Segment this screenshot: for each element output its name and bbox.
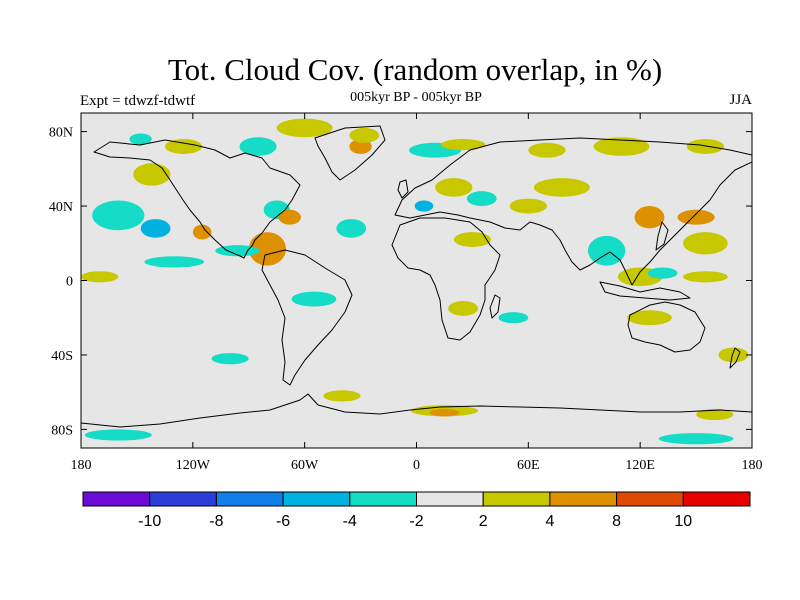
anomaly-region <box>435 178 473 197</box>
colorbar-label: 8 <box>612 513 621 530</box>
lon-tick-label: 0 <box>413 458 420 473</box>
lat-tick-label: 80S <box>51 423 73 438</box>
colorbar-swatch <box>149 491 217 507</box>
anomaly-region <box>291 291 337 307</box>
anomaly-region <box>509 198 547 214</box>
coastline-madagascar <box>489 294 501 319</box>
colorbar-label: -4 <box>343 513 357 530</box>
anomaly-region <box>278 209 301 225</box>
coastline-north-america <box>93 139 301 259</box>
colorbar-label: -2 <box>409 513 423 530</box>
anomaly-region <box>627 310 672 326</box>
coastline-antarctica <box>81 393 752 428</box>
anomaly-region <box>528 142 566 158</box>
anomaly-region <box>414 200 434 212</box>
anomaly-region <box>498 312 529 324</box>
anomaly-region <box>133 163 171 186</box>
colorbar-swatch <box>215 491 284 507</box>
anomaly-region <box>683 232 728 255</box>
colorbar-label: 10 <box>674 513 692 530</box>
map-subtitle: 005kyr BP - 005kyr BP <box>350 90 482 105</box>
axis-ticks <box>80 113 753 448</box>
colorbar-label: 4 <box>545 513 554 530</box>
anomaly-region <box>686 139 725 154</box>
colorbar-label: -8 <box>209 513 223 530</box>
anomaly-region <box>349 127 380 143</box>
colorbar-swatch <box>282 491 351 507</box>
lat-tick-label: 40S <box>51 349 73 364</box>
anomaly-region <box>448 300 479 316</box>
colorbar-label: -6 <box>276 513 290 530</box>
lat-tick-label: 80N <box>49 126 73 141</box>
map-title: Tot. Cloud Cov. (random overlap, in %) <box>167 52 663 87</box>
anomaly-region <box>81 271 119 283</box>
colorbar-swatch <box>549 491 618 507</box>
coastline-eurasia <box>394 137 752 286</box>
anomaly-region <box>239 137 277 156</box>
anomaly-region <box>647 267 678 279</box>
anomaly-region <box>140 219 171 238</box>
coastline-south-america <box>261 249 353 386</box>
anomaly-region <box>323 390 361 402</box>
lon-tick-label: 180 <box>742 458 763 473</box>
anomaly-region <box>164 139 203 154</box>
coastline-australia <box>627 301 706 353</box>
anomaly-region <box>336 219 367 238</box>
lon-tick-label: 120W <box>176 458 211 473</box>
anomaly-region <box>248 232 287 266</box>
lat-tick-label: 0 <box>66 275 73 290</box>
anomaly-region <box>587 235 626 266</box>
lon-tick-label: 60W <box>291 458 319 473</box>
anomaly-region <box>349 139 372 154</box>
anomaly-region <box>84 429 152 441</box>
anomaly-region <box>593 137 650 156</box>
lon-tick-label: 120E <box>625 458 655 473</box>
colorbar-swatch <box>482 491 551 507</box>
colorbar-swatch <box>349 491 417 507</box>
anomaly-region <box>429 408 460 417</box>
anomaly-region <box>718 347 749 363</box>
anomaly-region <box>453 232 492 247</box>
anomaly-region <box>211 353 249 365</box>
anomaly-region <box>144 256 205 268</box>
colorbar-label: -10 <box>138 513 161 530</box>
colorbar-swatch <box>616 491 684 507</box>
colorbar-label: 2 <box>479 513 488 530</box>
coastline-britain <box>397 179 409 199</box>
colorbar: -10 -8 -6 -4 -2 2 4 8 10 <box>82 491 751 530</box>
coastlines <box>81 125 752 428</box>
anomaly-region <box>129 133 152 145</box>
anomaly-region <box>696 408 734 421</box>
anomaly-field <box>81 118 749 445</box>
anomaly-region <box>533 178 590 197</box>
lon-tick-label: 180 <box>71 458 92 473</box>
coastline-new-zealand <box>729 347 741 369</box>
anomaly-region <box>677 209 715 225</box>
anomaly-region <box>658 433 734 445</box>
experiment-label: Expt = tdwzf-tdwtf <box>80 93 196 109</box>
lon-tick-label: 60E <box>517 458 540 473</box>
colorbar-swatch <box>82 491 151 507</box>
axis-tick-labels: 180 120W 60W 0 60E 120E 180 80N 40N 0 40S 80S <box>49 126 763 473</box>
anomaly-region <box>466 191 497 207</box>
anomaly-region <box>440 139 486 151</box>
anomaly-region <box>92 200 145 231</box>
coastline-greenland <box>314 125 386 181</box>
anomaly-region <box>634 206 665 229</box>
anomaly-region <box>192 224 212 240</box>
coastline-africa <box>391 217 501 341</box>
coastline-indonesia <box>599 281 691 301</box>
season-label: JJA <box>729 92 752 108</box>
colorbar-swatch <box>682 491 751 507</box>
coastline-japan <box>655 221 669 251</box>
anomaly-region <box>683 271 728 283</box>
colorbar-swatch <box>416 491 484 507</box>
anomaly-region <box>215 245 260 257</box>
lat-tick-label: 40N <box>49 200 73 215</box>
anomaly-region <box>276 118 333 138</box>
